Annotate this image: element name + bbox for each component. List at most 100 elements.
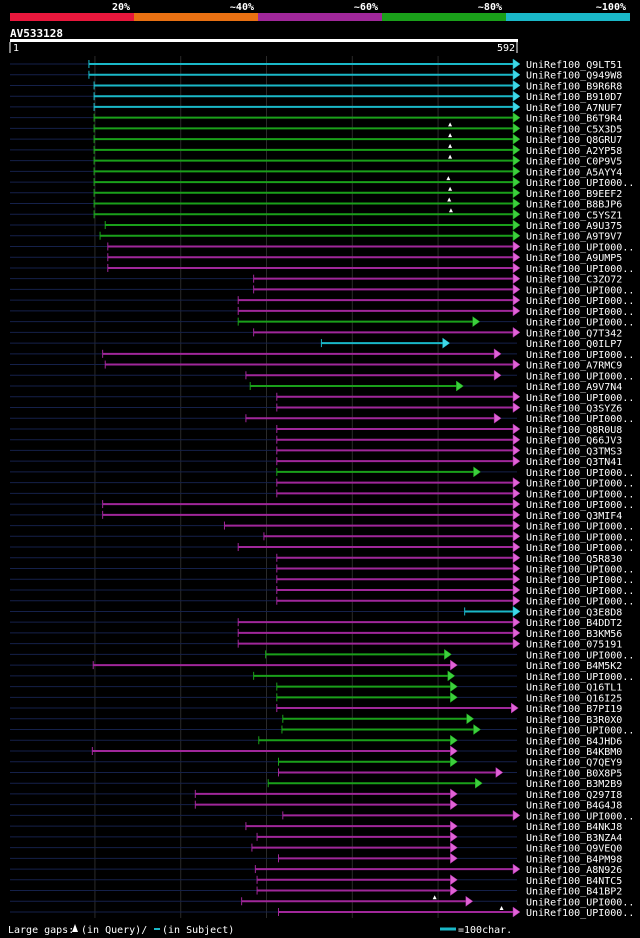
hit-label[interactable]: UniRef100_A8N926	[526, 865, 622, 876]
hit-row[interactable]: UniRef100_C5YSZ1	[10, 208, 622, 221]
hit-row[interactable]: UniRef100_Q8GRU7	[10, 133, 622, 146]
hit-row[interactable]: UniRef100_B41BP2	[10, 885, 622, 898]
hit-row[interactable]: UniRef100_A9T9V7	[10, 230, 622, 243]
hit-label[interactable]: UniRef100_Q7T342	[526, 328, 622, 339]
hit-label[interactable]: UniRef100_B41BP2	[526, 887, 622, 898]
hit-row[interactable]: UniRef100_Q949W8	[10, 69, 622, 82]
hit-row[interactable]: UniRef100_B6T9R4	[10, 112, 622, 125]
hit-label[interactable]: UniRef100_UPI000..	[526, 307, 634, 318]
hit-label[interactable]: UniRef100_Q3TMS3	[526, 446, 622, 457]
hit-row[interactable]: UniRef100_UPI000..	[10, 369, 634, 382]
hit-row[interactable]: UniRef100_UPI000..	[10, 262, 634, 275]
hit-row[interactable]: UniRef100_B3NZA4	[10, 831, 622, 844]
hit-label[interactable]: UniRef100_Q3SYZ6	[526, 403, 622, 414]
hit-row[interactable]: UniRef100_B4G4J8	[10, 799, 622, 812]
hit-label[interactable]: UniRef100_UPI000..	[526, 532, 634, 543]
hit-label[interactable]: UniRef100_Q9VEQ0	[526, 844, 622, 855]
hit-label[interactable]: UniRef100_UPI000..	[526, 242, 634, 253]
hit-label[interactable]: UniRef100_UPI000..	[526, 479, 634, 490]
hit-label[interactable]: UniRef100_UPI000..	[526, 908, 634, 919]
hit-label[interactable]: UniRef100_UPI000..	[526, 672, 634, 683]
hit-row[interactable]: UniRef100_UPI000..	[10, 563, 634, 576]
hit-label[interactable]: UniRef100_075191	[526, 640, 622, 651]
hit-row[interactable]: UniRef100_Q8R0U8	[10, 423, 622, 436]
hit-row[interactable]: UniRef100_Q3SYZ6	[10, 402, 622, 414]
hit-row[interactable]: UniRef100_A5AYY4	[10, 165, 622, 178]
hit-label[interactable]: UniRef100_UPI000..	[526, 393, 634, 404]
hit-label[interactable]: UniRef100_B910D7	[526, 92, 622, 103]
hit-row[interactable]: UniRef100_C3ZO72	[10, 273, 622, 286]
hit-label[interactable]: UniRef100_UPI000..	[526, 726, 634, 737]
hit-label[interactable]: UniRef100_UPI000..	[526, 650, 634, 661]
hit-label[interactable]: UniRef100_B4G4J8	[526, 801, 622, 812]
hit-row[interactable]: UniRef100_UPI000..	[10, 584, 634, 597]
hit-label[interactable]: UniRef100_UPI000..	[526, 575, 634, 586]
hit-label[interactable]: UniRef100_B4NKJ8	[526, 822, 622, 833]
hit-row[interactable]: UniRef100_B3M2B9	[10, 777, 622, 790]
hit-label[interactable]: UniRef100_Q297I8	[526, 790, 622, 801]
hit-label[interactable]: UniRef100_Q9LT51	[526, 60, 622, 71]
hit-label[interactable]: UniRef100_Q0ILP7	[526, 339, 622, 350]
hit-row[interactable]: UniRef100_UPI000..	[10, 466, 634, 479]
hit-row[interactable]: UniRef100_A8N926	[10, 863, 622, 876]
hit-label[interactable]: UniRef100_Q5R830	[526, 554, 622, 565]
hit-row[interactable]: UniRef100_A2YP58	[10, 143, 622, 157]
hit-row[interactable]: UniRef100_UPI000..	[10, 240, 634, 253]
hit-row[interactable]: UniRef100_UPI000..	[10, 670, 634, 683]
hit-row[interactable]: UniRef100_B0X8P5	[10, 766, 622, 779]
hit-label[interactable]: UniRef100_A7NUF7	[526, 103, 622, 114]
hit-row[interactable]: UniRef100_A9V7N4	[10, 380, 622, 393]
hit-row[interactable]: UniRef100_Q9VEQ0	[10, 842, 622, 855]
hit-row[interactable]: UniRef100_B7PI19	[10, 702, 622, 715]
hit-label[interactable]: UniRef100_UPI000..	[526, 178, 634, 189]
hit-row[interactable]: UniRef100_A9UMP5	[10, 251, 622, 264]
hit-label[interactable]: UniRef100_B8BJP6	[526, 200, 622, 211]
hit-label[interactable]: UniRef100_Q16I25	[526, 693, 622, 704]
hit-row[interactable]: UniRef100_B9R6R8	[10, 79, 622, 92]
hit-row[interactable]: UniRef100_Q16I25	[10, 691, 622, 704]
hit-label[interactable]: UniRef100_A9V7N4	[526, 382, 622, 393]
hit-label[interactable]: UniRef100_UPI000..	[526, 489, 634, 500]
hit-label[interactable]: UniRef100_UPI000..	[526, 371, 634, 382]
hit-label[interactable]: UniRef100_Q16TL1	[526, 683, 622, 694]
hit-row[interactable]: UniRef100_B4JHD6	[10, 734, 622, 747]
hit-label[interactable]: UniRef100_B9EEF2	[526, 189, 622, 200]
hit-row[interactable]: UniRef100_UPI000..	[10, 487, 634, 500]
hit-label[interactable]: UniRef100_Q7QEY9	[526, 758, 622, 769]
hit-row[interactable]: UniRef100_A9U375	[10, 219, 622, 232]
hit-row[interactable]: UniRef100_B4NTC5	[10, 874, 622, 887]
hit-label[interactable]: UniRef100_B4NTC5	[526, 876, 622, 887]
hit-row[interactable]: UniRef100_C5X3D5	[10, 122, 622, 135]
hit-row[interactable]: UniRef100_UPI000..	[10, 498, 634, 511]
hit-label[interactable]: UniRef100_B4PM98	[526, 854, 622, 865]
hit-label[interactable]: UniRef100_UPI000..	[526, 597, 634, 608]
hit-label[interactable]: UniRef100_B3M2B9	[526, 779, 622, 790]
hit-row[interactable]: UniRef100_C0P9V5	[10, 154, 622, 168]
hit-row[interactable]: UniRef100_UPI000..	[10, 348, 634, 361]
hit-row[interactable]: UniRef100_B4DDT2	[10, 616, 622, 629]
hit-row[interactable]: UniRef100_UPI000..	[10, 316, 634, 329]
hit-label[interactable]: UniRef100_UPI000..	[526, 264, 634, 275]
hit-label[interactable]: UniRef100_UPI000..	[526, 414, 634, 425]
hit-row[interactable]: UniRef100_UPI000..	[10, 724, 634, 737]
hit-label[interactable]: UniRef100_B3NZA4	[526, 833, 622, 844]
hit-row[interactable]: UniRef100_Q7T342	[10, 326, 622, 339]
hit-row[interactable]: UniRef100_B3R0X0	[10, 713, 622, 726]
hit-row[interactable]: UniRef100_UPI000..	[10, 520, 634, 533]
hit-row[interactable]: UniRef100_UPI000..	[10, 595, 634, 608]
hit-label[interactable]: UniRef100_B9R6R8	[526, 81, 622, 92]
hit-row[interactable]: UniRef100_Q9LT51	[10, 58, 622, 71]
hit-row[interactable]: UniRef100_A7RMC9	[10, 359, 622, 372]
hit-label[interactable]: UniRef100_A2YP58	[526, 146, 622, 157]
hit-row[interactable]: UniRef100_UPI000..	[10, 906, 634, 919]
hit-row[interactable]: UniRef100_B8BJP6	[10, 197, 622, 211]
hit-label[interactable]: UniRef100_Q3TN41	[526, 457, 622, 468]
hit-label[interactable]: UniRef100_C5X3D5	[526, 124, 622, 135]
hit-row[interactable]: UniRef100_Q3MIF4	[10, 509, 622, 522]
hit-label[interactable]: UniRef100_B4JHD6	[526, 736, 622, 747]
hit-label[interactable]: UniRef100_C5YSZ1	[526, 210, 622, 221]
hit-label[interactable]: UniRef100_A9UMP5	[526, 253, 622, 264]
hit-row[interactable]: UniRef100_B4PM98	[10, 852, 622, 865]
hit-row[interactable]: UniRef100_Q5R830	[10, 552, 622, 565]
hit-row[interactable]: UniRef100_B910D7	[10, 90, 622, 103]
